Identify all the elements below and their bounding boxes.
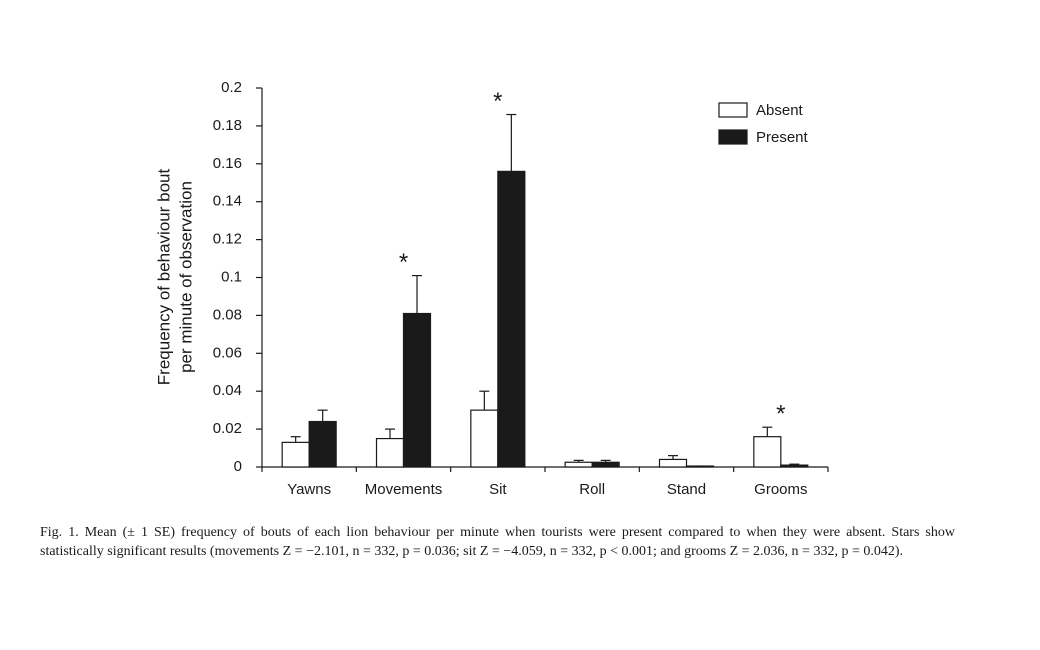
- y-axis-label: per minute of observation: [176, 181, 195, 373]
- bar: [780, 464, 809, 468]
- y-tick-label: 0.06: [213, 344, 242, 361]
- chart: Frequency of behaviour bout per minute o…: [154, 79, 829, 498]
- y-tick-label: 0.12: [213, 231, 242, 248]
- y-tick-label: 0.08: [213, 306, 242, 323]
- bar: [497, 170, 526, 468]
- bar: [564, 461, 593, 468]
- bar: [591, 461, 620, 468]
- y-tick-label: 0.02: [213, 420, 242, 437]
- x-tick-label: Stand: [667, 481, 706, 498]
- bar: [281, 441, 310, 468]
- y-tick-label: 0.2: [221, 79, 242, 96]
- y-tick-label: 0: [234, 458, 242, 475]
- y-axis-label: Frequency of behaviour bout: [154, 169, 173, 386]
- bar: [308, 420, 337, 468]
- significance-star: *: [399, 249, 408, 276]
- y-tick-label: 0.1: [221, 268, 242, 285]
- caption: Fig. 1. Mean (± 1 SE) frequency of bouts…: [40, 525, 955, 559]
- legend-swatch: [718, 129, 748, 145]
- x-tick-label: Sit: [489, 481, 507, 498]
- bar: [685, 465, 715, 468]
- x-tick-label: Roll: [579, 481, 605, 498]
- y-tick-label: 0.16: [213, 155, 242, 172]
- bar: [375, 437, 405, 468]
- significance-star: *: [776, 401, 785, 428]
- legend-label: Absent: [756, 102, 804, 119]
- significance-star: *: [493, 88, 502, 115]
- x-tick-label: Yawns: [287, 481, 331, 498]
- x-tick-label: Movements: [365, 481, 443, 498]
- x-tick-label: Grooms: [754, 481, 807, 498]
- y-tick-label: 0.04: [213, 382, 242, 399]
- y-tick-label: 0.18: [213, 117, 242, 134]
- bar: [470, 409, 499, 468]
- legend-label: Present: [756, 129, 809, 146]
- bar: [658, 458, 688, 468]
- legend-swatch: [718, 102, 748, 118]
- bar: [753, 436, 782, 468]
- bar: [402, 312, 432, 468]
- y-tick-label: 0.14: [213, 193, 242, 210]
